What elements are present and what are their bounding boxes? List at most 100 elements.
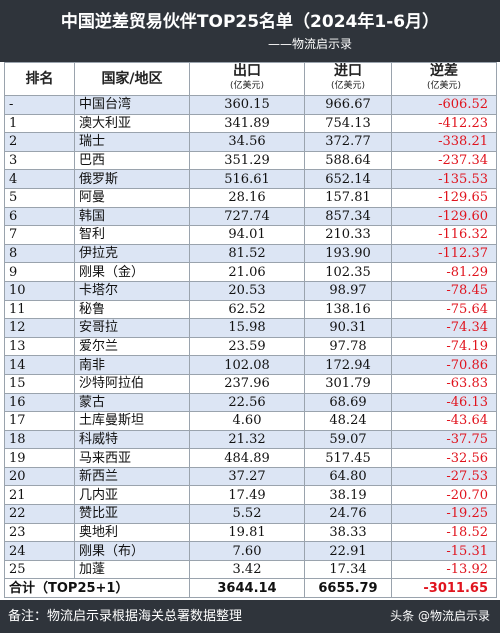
cell: 23 [4,522,75,543]
col-title: 进口 [334,63,362,79]
cell: 102.35 [304,262,392,282]
cell: -112.37 [391,243,497,264]
cell: 28.16 [189,187,305,208]
cell: -46.13 [391,392,497,413]
table-row: 19 马来西亚 484.89 517.45 -32.56 [4,448,497,468]
cell: 19 [4,448,75,468]
cell: 588.64 [304,150,392,171]
cell: 360.15 [189,95,305,115]
cell: 102.08 [189,355,305,375]
cell: 12 [4,318,75,338]
cell: 刚果（布） [74,541,190,561]
table-row: 10 卡塔尔 20.53 98.97 -78.45 [4,280,497,301]
cell: 22.56 [189,392,305,413]
cell: 23.59 [189,336,305,357]
cell: -412.23 [391,113,497,134]
cell: 赞比亚 [74,504,190,524]
table-row: 7 智利 94.01 210.33 -116.32 [4,225,497,245]
col-header: 逆差 (亿美元) [391,62,497,96]
cell: 6655.79 [304,578,392,599]
cell: 16 [4,392,75,413]
cell: 38.33 [304,522,392,543]
cell: 21.32 [189,429,305,450]
cell: -606.52 [391,95,497,115]
cell: 98.97 [304,280,392,301]
cell: -18.52 [391,522,497,543]
cell: -15.31 [391,541,497,561]
cell: 351.29 [189,150,305,171]
col-unit: (亿美元) [426,81,462,91]
col-unit: (亿美元) [330,81,366,91]
cell: 48.24 [304,411,392,431]
cell: -20.70 [391,485,497,506]
cell: -13.92 [391,559,497,580]
cell: 341.89 [189,113,305,134]
cell: 11 [4,299,75,320]
cell: 517.45 [304,448,392,468]
cell: 13 [4,336,75,357]
cell: 新西兰 [74,466,190,487]
table-row: 21 几内亚 17.49 38.19 -20.70 [4,485,497,506]
cell: 20.53 [189,280,305,301]
cell: 几内亚 [74,485,190,506]
cell: -81.29 [391,262,497,282]
cell: 372.77 [304,132,392,152]
cell: 9 [4,262,75,282]
col-unit: (亿美元) [229,81,265,91]
col-header: 国家/地区 [74,62,190,96]
cell: 20 [4,466,75,487]
cell: 727.74 [189,206,305,227]
cell: 21 [4,485,75,506]
cell: 2 [4,132,75,152]
cell: -74.19 [391,336,497,357]
col-title: 出口 [233,63,261,79]
cell: 37.27 [189,466,305,487]
table-row: 23 奥地利 19.81 38.33 -18.52 [4,522,497,543]
cell: 94.01 [189,225,305,245]
cell: 21.06 [189,262,305,282]
cell: -338.21 [391,132,497,152]
cell: 90.31 [304,318,392,338]
cell: -3011.65 [391,578,497,599]
table-row: 12 安哥拉 15.98 90.31 -74.34 [4,318,497,338]
table-row: 14 南非 102.08 172.94 -70.86 [4,355,497,375]
cell: 韩国 [74,206,190,227]
cell: 17 [4,411,75,431]
cell: 中国台湾 [74,95,190,115]
cell: 5 [4,187,75,208]
table-row: 17 土库曼斯坦 4.60 48.24 -43.64 [4,411,497,431]
cell: 24 [4,541,75,561]
table-row: 25 加蓬 3.42 17.34 -13.92 [4,559,497,580]
cell: 966.67 [304,95,392,115]
cell: 伊拉克 [74,243,190,264]
cell: 澳大利亚 [74,113,190,134]
table-row: - 中国台湾 360.15 966.67 -606.52 [4,95,497,115]
cell: 237.96 [189,373,305,394]
cell: -74.34 [391,318,497,338]
cell: -135.53 [391,169,497,189]
table-row: 6 韩国 727.74 857.34 -129.60 [4,206,497,227]
cell: 土库曼斯坦 [74,411,190,431]
cell: 138.16 [304,299,392,320]
cell: 7 [4,225,75,245]
cell: -237.34 [391,150,497,171]
cell: -116.32 [391,225,497,245]
trade-table: 排名 国家/地区 出口 (亿美元) 进口 (亿美元) 逆差 (亿美元) - 中国台湾 36… [4,62,497,599]
cell: 857.34 [304,206,392,227]
table-row: 1 澳大利亚 341.89 754.13 -412.23 [4,113,497,134]
table-row: 15 沙特阿拉伯 237.96 301.79 -63.83 [4,373,497,394]
cell: 68.69 [304,392,392,413]
table-row: 2 瑞士 34.56 372.77 -338.21 [4,132,497,152]
table-row: 18 科威特 21.32 59.07 -37.75 [4,429,497,450]
footer-note: 备注：物流启示录根据海关总署数据整理 [8,609,243,624]
cell: -78.45 [391,280,497,301]
cell: 智利 [74,225,190,245]
cell: 刚果（金） [74,262,190,282]
table-row: 22 赞比亚 5.52 24.76 -19.25 [4,504,497,524]
cell: 马来西亚 [74,448,190,468]
table-row: 24 刚果（布） 7.60 22.91 -15.31 [4,541,497,561]
cell: 754.13 [304,113,392,134]
cell: 157.81 [304,187,392,208]
cell: -129.65 [391,187,497,208]
